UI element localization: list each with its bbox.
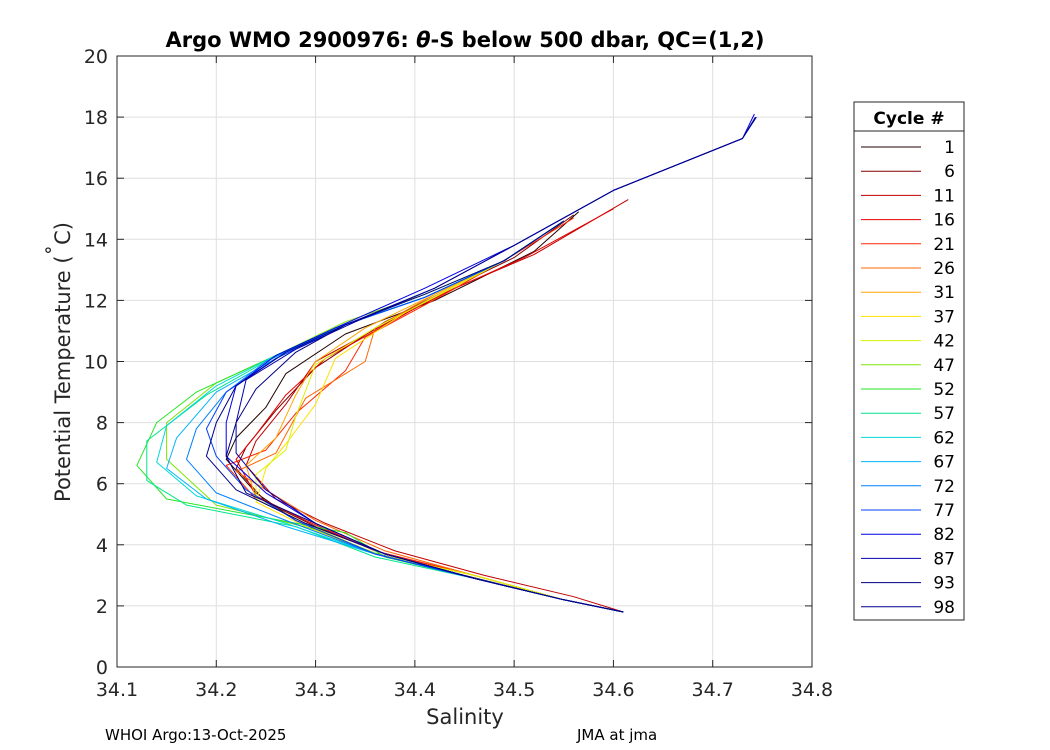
y-tick-label: 16 bbox=[84, 168, 108, 190]
y-label-unit: C) bbox=[51, 222, 75, 245]
x-tick-label: 34.4 bbox=[394, 679, 436, 701]
legend-label-cycle-72: 72 bbox=[933, 477, 955, 497]
series-line-cycle-26 bbox=[235, 220, 624, 613]
legend-label-cycle-77: 77 bbox=[933, 501, 955, 521]
x-tick-label: 34.6 bbox=[592, 679, 634, 701]
x-tick-label: 34.3 bbox=[294, 679, 336, 701]
legend-label-cycle-98: 98 bbox=[933, 598, 955, 618]
x-axis-label: Salinity bbox=[426, 705, 504, 729]
legend-label-cycle-93: 93 bbox=[933, 574, 955, 594]
y-tick-label: 6 bbox=[96, 474, 108, 496]
y-label-main: Potential Temperature ( bbox=[51, 255, 75, 502]
x-tick-label: 34.7 bbox=[692, 679, 734, 701]
x-tick-label: 34.8 bbox=[791, 679, 833, 701]
y-tick-label: 12 bbox=[84, 290, 108, 312]
legend-label-cycle-31: 31 bbox=[933, 283, 955, 303]
legend-label-cycle-52: 52 bbox=[933, 380, 955, 400]
legend-label-cycle-67: 67 bbox=[933, 453, 955, 473]
x-tick-label: 34.1 bbox=[96, 679, 138, 701]
y-tick-label: 18 bbox=[84, 107, 108, 129]
legend-label-cycle-47: 47 bbox=[933, 356, 955, 376]
legend-label-cycle-11: 11 bbox=[933, 186, 955, 206]
series-line-cycle-98 bbox=[205, 116, 756, 613]
y-tick-label: 4 bbox=[96, 535, 108, 557]
legend-title: Cycle # bbox=[873, 109, 944, 129]
legend-label-cycle-1: 1 bbox=[944, 138, 955, 158]
title-suffix: -S below 500 dbar, QC=(1,2) bbox=[431, 28, 765, 52]
x-tick-label: 34.2 bbox=[195, 679, 237, 701]
legend-label-cycle-37: 37 bbox=[933, 307, 955, 327]
legend-label-cycle-21: 21 bbox=[933, 235, 955, 255]
legend-label-cycle-57: 57 bbox=[933, 404, 955, 424]
series-group bbox=[136, 113, 757, 613]
series-line-cycle-42 bbox=[255, 220, 624, 613]
legend-label-cycle-62: 62 bbox=[933, 428, 955, 448]
footer-source: WHOI Argo:13-Oct-2025 bbox=[105, 726, 287, 744]
y-tick-label: 8 bbox=[96, 413, 108, 435]
legend-label-cycle-16: 16 bbox=[933, 211, 955, 231]
legend-box bbox=[853, 101, 965, 621]
legend-label-cycle-42: 42 bbox=[933, 332, 955, 352]
footer-credit: JMA at jma bbox=[577, 726, 658, 744]
chart-title: Argo WMO 2900976: θ-S below 500 dbar, QC… bbox=[165, 28, 764, 52]
legend: Cycle # 16111621263137424752576267727782… bbox=[853, 101, 965, 621]
legend-label-cycle-26: 26 bbox=[933, 259, 955, 279]
y-tick-label: 10 bbox=[84, 352, 108, 374]
y-label-degree: ˚ bbox=[45, 245, 69, 256]
axis-ticks: 34.1 34.2 34.3 34.4 34.5 34.6 34.7 34.8 0 2 4 6 8 10 1… bbox=[84, 46, 833, 701]
legend-label-cycle-87: 87 bbox=[933, 549, 955, 569]
legend-label-cycle-82: 82 bbox=[933, 525, 955, 545]
title-prefix: Argo WMO 2900976: bbox=[165, 28, 416, 52]
title-theta: θ bbox=[416, 28, 430, 52]
y-tick-label: 14 bbox=[84, 229, 108, 251]
x-tick-label: 34.5 bbox=[493, 679, 535, 701]
y-tick-label: 0 bbox=[96, 657, 108, 679]
y-axis-label: Potential Temperature (˚C) bbox=[45, 222, 75, 502]
legend-label-cycle-6: 6 bbox=[944, 162, 955, 182]
y-tick-label: 2 bbox=[96, 596, 108, 618]
y-tick-label: 20 bbox=[84, 46, 108, 68]
